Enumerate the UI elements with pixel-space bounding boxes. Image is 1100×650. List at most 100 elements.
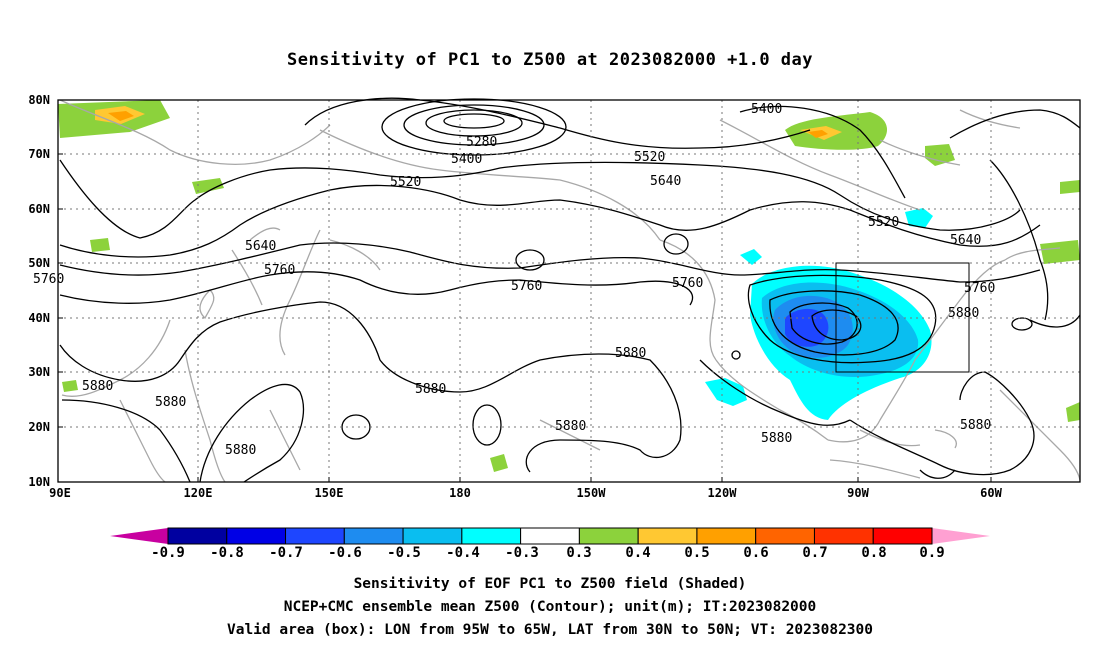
positive-sensitivity-area xyxy=(1066,402,1080,422)
z500-contour xyxy=(472,404,502,446)
contour-label: 5880 xyxy=(948,306,979,321)
colorbar-swatch xyxy=(520,527,580,545)
positive-sensitivity-area xyxy=(925,144,955,166)
lat-label: 30N xyxy=(28,365,50,379)
z500-contour xyxy=(949,109,1081,139)
z500-contour xyxy=(59,301,682,473)
contour-label: 5520 xyxy=(634,150,665,165)
negative-sensitivity-area xyxy=(785,308,829,347)
contour-label: 5520 xyxy=(868,215,899,230)
map-title: Sensitivity of PC1 to Z500 at 2023082000… xyxy=(286,50,813,70)
caption-contour: NCEP+CMC ensemble mean Z500 (Contour); u… xyxy=(283,599,817,615)
lon-label: 60W xyxy=(980,486,1002,500)
contour-label: 5520 xyxy=(390,175,421,190)
lon-label: 180 xyxy=(449,486,471,500)
lat-label: 80N xyxy=(28,93,50,107)
colorbar-label: -0.6 xyxy=(328,545,362,561)
colorbar-swatch xyxy=(402,527,463,545)
contour-label: 5640 xyxy=(650,174,681,189)
colorbar-high-end xyxy=(932,528,990,544)
colorbar-label: -0.8 xyxy=(210,545,244,561)
valid-area-box xyxy=(835,262,970,373)
contour-label: 5760 xyxy=(964,281,995,296)
z500-contour xyxy=(199,383,304,483)
contour-label: 5880 xyxy=(415,382,446,397)
colorbar-label: 0.3 xyxy=(566,545,592,561)
colorbar-label: -0.3 xyxy=(505,545,539,561)
z500-contour xyxy=(747,274,937,364)
axis-ticks xyxy=(58,153,992,482)
caption-shaded: Sensitivity of EOF PC1 to Z500 field (Sh… xyxy=(353,576,747,592)
contour-label: 5760 xyxy=(511,279,542,294)
contour-label: 5400 xyxy=(751,102,782,117)
contour-label: 5640 xyxy=(950,233,981,248)
sensitivity-shading xyxy=(58,100,1080,472)
colorbar-label: 0.4 xyxy=(625,545,651,561)
contour-label: 5400 xyxy=(451,152,482,167)
contour-label: 5880 xyxy=(615,346,646,361)
positive-sensitivity-area xyxy=(192,178,224,194)
contour-label: 5880 xyxy=(960,418,991,433)
positive-sensitivity-area xyxy=(808,130,828,138)
z500-contour xyxy=(381,98,567,156)
colorbar-swatch xyxy=(461,527,522,545)
colorbar-label: -0.4 xyxy=(446,545,480,561)
z500-contour xyxy=(304,97,701,149)
colorbar-low-end xyxy=(110,528,168,544)
z500-contour xyxy=(59,184,1041,258)
contour-label: 5760 xyxy=(264,263,295,278)
map-frame xyxy=(57,99,1081,483)
colorbar-label: 0.6 xyxy=(743,545,769,561)
lon-label: 120W xyxy=(707,486,737,500)
contour-label-group: 5280 5400 5400 5520 5520 5520 5640 5640 … xyxy=(33,102,995,458)
contour-label: 5880 xyxy=(82,379,113,394)
colorbar-label: 0.8 xyxy=(861,545,887,561)
z500-contour xyxy=(515,249,545,271)
z500-contour xyxy=(811,309,862,341)
lat-label: 60N xyxy=(28,202,50,216)
z500-contour xyxy=(425,109,523,137)
colorbar-label: 0.7 xyxy=(802,545,828,561)
colorbar-swatch xyxy=(285,527,345,545)
colorbar-label: 0.5 xyxy=(684,545,710,561)
colorbar-swatch xyxy=(696,527,757,545)
z500-contour xyxy=(663,233,689,255)
z500-contour xyxy=(403,104,545,146)
colorbar-swatch xyxy=(343,527,404,545)
contour-label: 5880 xyxy=(761,431,792,446)
lat-label: 10N xyxy=(28,475,50,489)
positive-sensitivity-area xyxy=(108,111,134,121)
contour-label: 5760 xyxy=(672,276,703,291)
colorbar-swatch xyxy=(872,527,933,545)
z500-contour xyxy=(59,159,1021,239)
colorbar-label: -0.5 xyxy=(387,545,421,561)
colorbar-label: 0.9 xyxy=(919,545,945,561)
colorbar-label: -0.9 xyxy=(151,545,185,561)
colorbar-swatch xyxy=(578,527,639,545)
lat-label: 50N xyxy=(28,256,50,270)
lat-label: 40N xyxy=(28,311,50,325)
z500-contour xyxy=(989,159,1049,321)
colorbar xyxy=(110,527,990,545)
positive-sensitivity-area xyxy=(62,380,78,392)
positive-sensitivity-area xyxy=(1060,180,1080,194)
z500-contour xyxy=(59,242,1041,283)
positive-sensitivity-area xyxy=(90,238,110,252)
z500-contour xyxy=(731,350,741,360)
colorbar-swatch xyxy=(755,527,815,545)
z500-contour xyxy=(59,271,1081,328)
z500-contours xyxy=(59,97,1081,483)
positive-sensitivity-area xyxy=(490,454,508,472)
contour-label: 5760 xyxy=(33,272,64,287)
positive-sensitivity-area xyxy=(1040,240,1080,264)
negative-sensitivity-area xyxy=(705,378,747,406)
colorbar-swatch xyxy=(637,527,698,545)
colorbar-swatch xyxy=(813,527,874,545)
z500-contour xyxy=(699,359,1035,476)
negative-sensitivity-area xyxy=(905,208,933,228)
negative-sensitivity-area xyxy=(740,249,762,265)
contour-label: 5880 xyxy=(155,395,186,410)
contour-label: 5880 xyxy=(225,443,256,458)
colorbar-swatch xyxy=(226,527,287,545)
